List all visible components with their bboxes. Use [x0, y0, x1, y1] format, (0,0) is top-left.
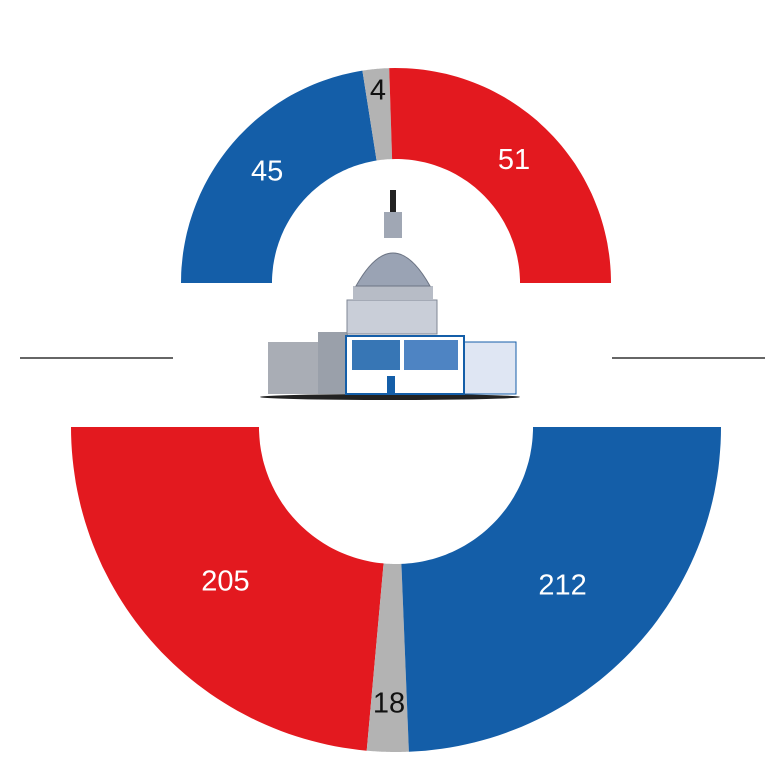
- data-label: 205: [201, 565, 249, 597]
- donut-segment: [362, 68, 393, 161]
- data-label: 212: [538, 570, 586, 602]
- donut-segment: [389, 68, 611, 283]
- data-label: 45: [251, 156, 283, 188]
- donut-segment: [71, 427, 384, 751]
- capitol-icon: [260, 190, 520, 400]
- data-label: 18: [373, 688, 405, 720]
- donut-segment: [366, 563, 409, 752]
- data-label: 51: [498, 144, 530, 176]
- donut-segment: [401, 427, 721, 752]
- donut-segment: [181, 70, 377, 283]
- data-label: 4: [370, 74, 386, 106]
